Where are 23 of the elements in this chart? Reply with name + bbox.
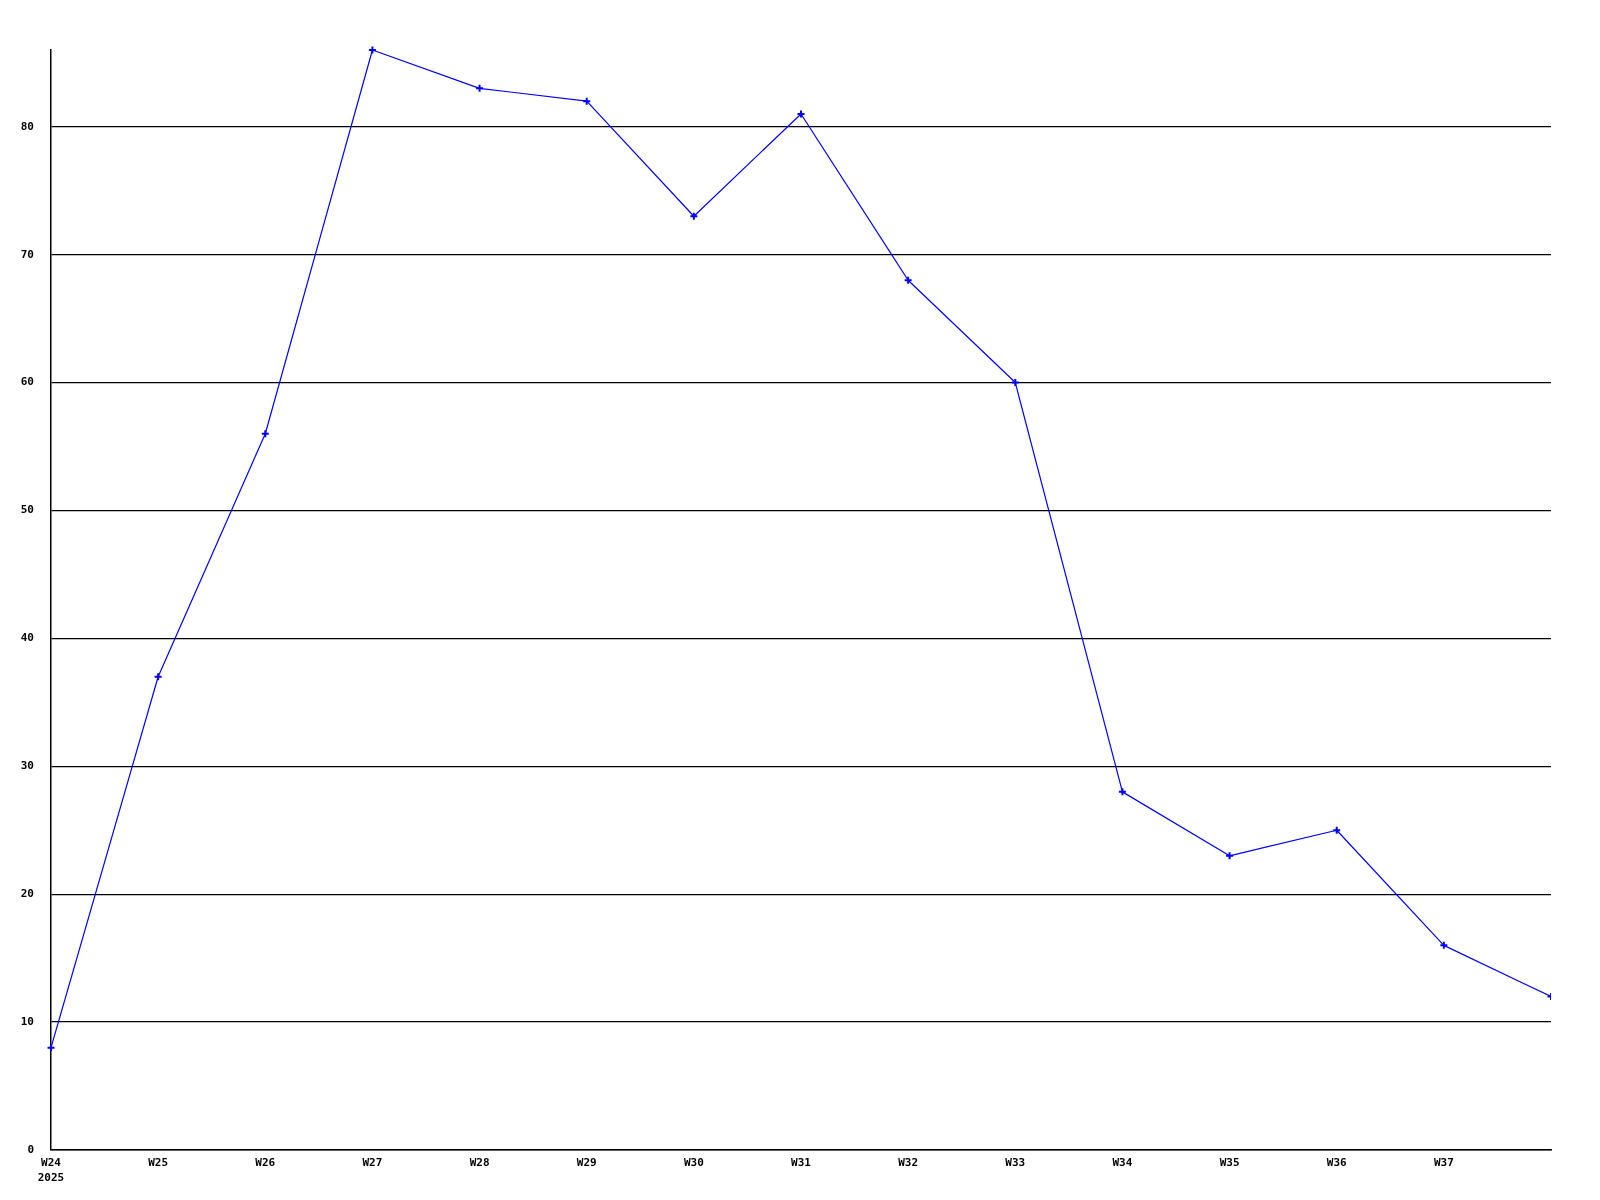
x-tick-label: W30 [683,1156,704,1170]
y-tick-label: 40 [20,631,34,645]
y-tick-label: 70 [20,247,34,261]
x-tick-label: W25 [148,1156,169,1170]
x-tick-label: W31 [791,1156,812,1170]
y-tick-label: 10 [20,1014,34,1028]
y-tick-label: 30 [20,759,34,773]
x-tick-label: W37 [1433,1156,1454,1170]
x-tick-label: W28 [469,1156,490,1170]
x-tick-label: W29 [576,1156,597,1170]
x-tick-label: W33 [1005,1156,1026,1170]
y-tick-label: 0 [27,1142,34,1156]
x-tick-label: W32 [898,1156,919,1170]
y-tick-label: 20 [20,887,34,901]
y-tick-label: 80 [20,119,34,133]
x-tick-label: W34 [1112,1156,1133,1170]
x-tick-label: W36 [1326,1156,1348,1170]
x-tick-label: W24 2025 [37,1156,65,1185]
y-tick-label: 50 [20,503,34,517]
x-tick-label: W35 [1219,1156,1240,1170]
y-tick-label: 60 [20,375,34,389]
x-tick-label: W26 [255,1156,276,1170]
x-tick-label: W27 [362,1156,383,1170]
